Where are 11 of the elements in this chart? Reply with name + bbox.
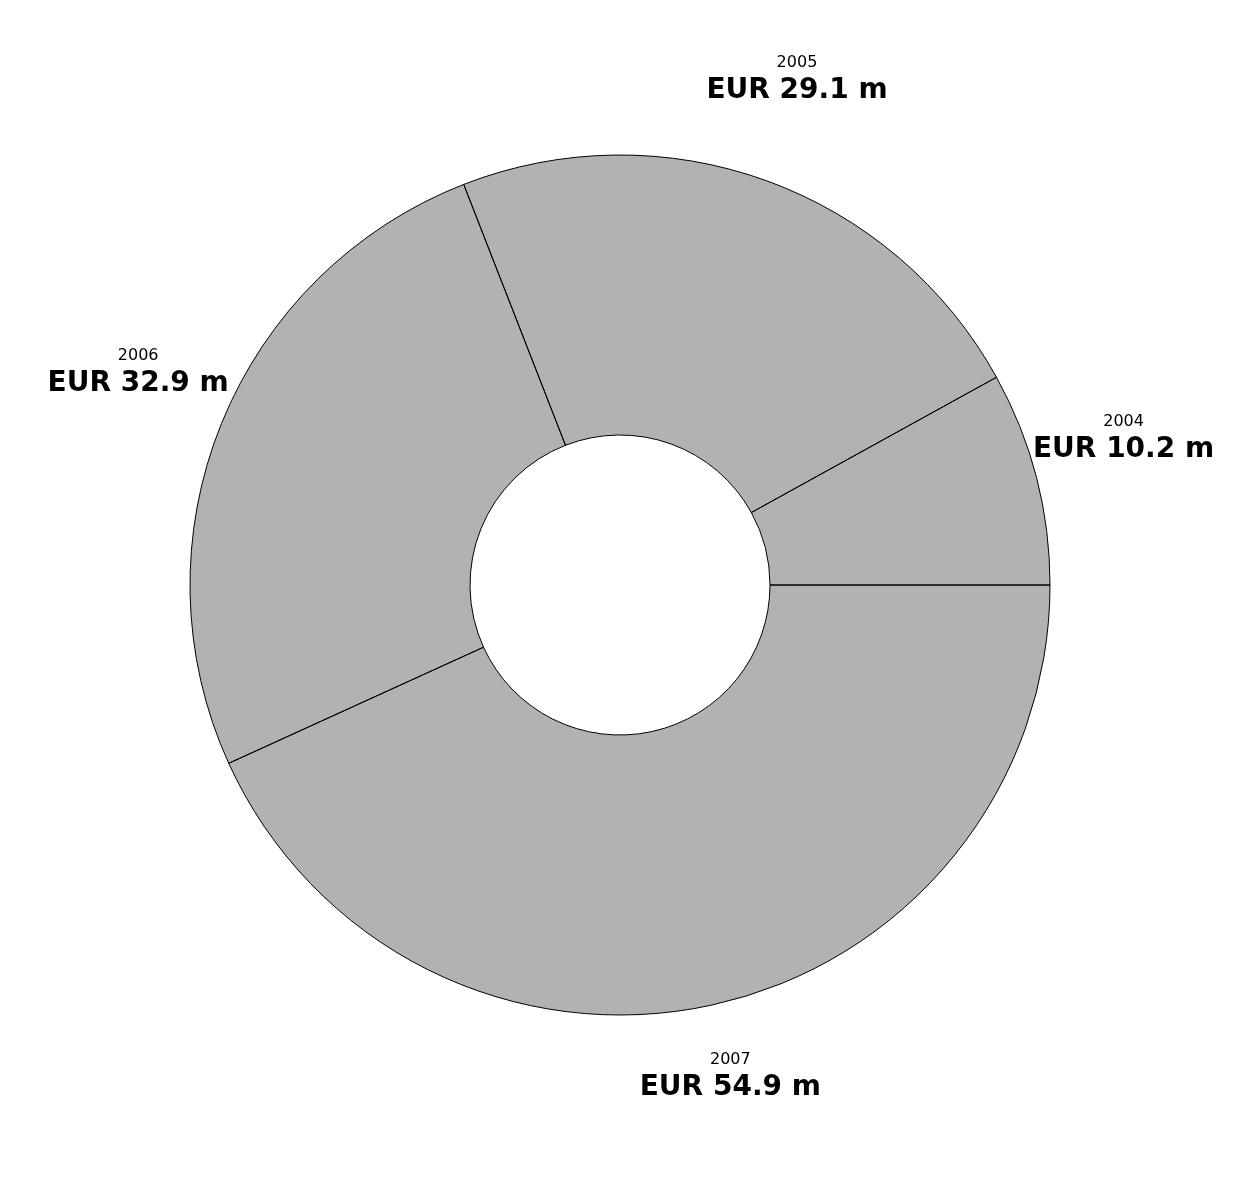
slice-label: 2006 bbox=[117, 345, 159, 365]
donut-slice bbox=[190, 183, 566, 764]
slice-label: 2007 bbox=[709, 1049, 751, 1069]
slice-label: 2004 bbox=[1103, 411, 1144, 431]
data-label: EUR 29.1 m bbox=[706, 72, 888, 106]
data-label: EUR 54.9 m bbox=[639, 1069, 821, 1103]
data-label: EUR 10.2 m bbox=[1032, 431, 1215, 465]
donut-slice bbox=[228, 584, 1051, 1016]
slice-label: 2005 bbox=[776, 52, 818, 72]
data-label: EUR 32.9 m bbox=[47, 365, 229, 399]
donut-slice bbox=[463, 154, 997, 514]
